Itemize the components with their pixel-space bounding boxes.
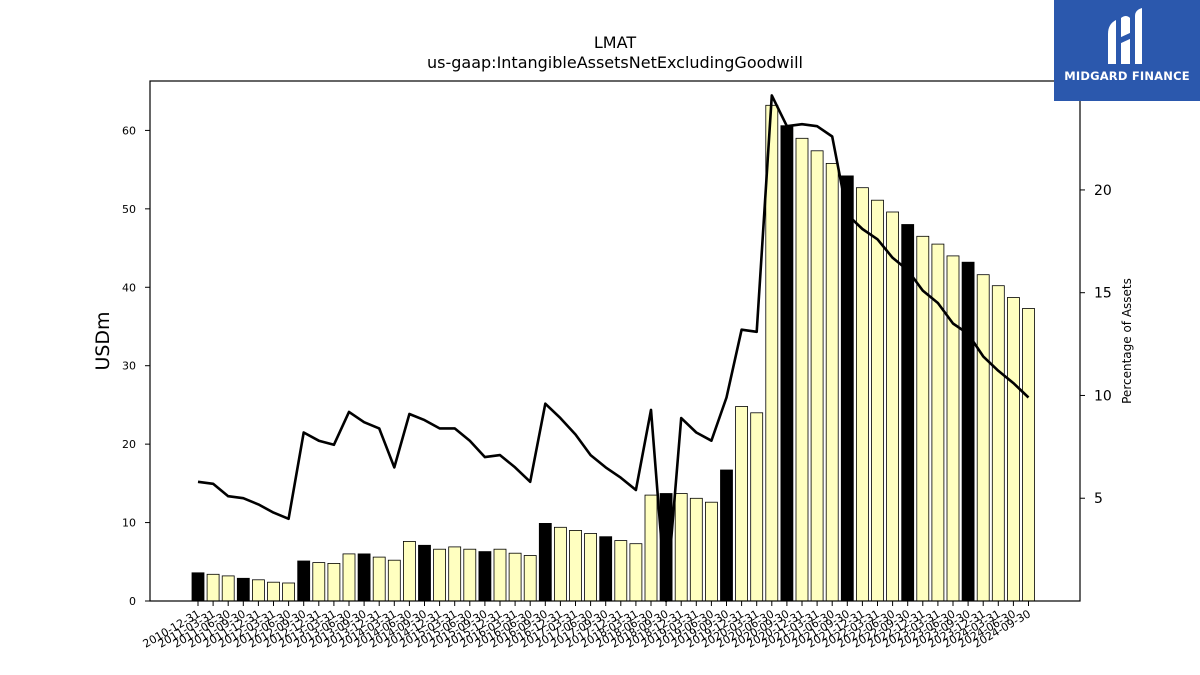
bar — [221, 575, 235, 602]
bar — [402, 541, 416, 602]
bar — [448, 546, 462, 602]
bar — [614, 540, 628, 602]
bar — [901, 224, 915, 602]
bar — [991, 285, 1005, 602]
bar — [357, 553, 371, 602]
bar — [689, 497, 703, 602]
chart-subtitle: us-gaap:IntangibleAssetsNetExcludingGood… — [427, 53, 803, 72]
line-series — [197, 94, 1030, 603]
y-tick-label: 30 — [122, 360, 136, 373]
logo-text: MIDGARD FINANCE — [1064, 69, 1190, 83]
bar — [735, 406, 748, 602]
chart-title: LMAT — [594, 33, 636, 52]
y-tick-label: 10 — [122, 517, 136, 530]
bar — [493, 548, 507, 602]
bar — [478, 551, 492, 602]
bar — [206, 573, 220, 602]
bar — [372, 556, 386, 602]
bar — [750, 412, 764, 602]
bar — [312, 562, 326, 602]
y2-tick-label: 5 — [1094, 491, 1103, 507]
bar — [236, 577, 250, 602]
bar — [1007, 297, 1020, 602]
bar — [1022, 308, 1035, 602]
bar — [251, 579, 265, 602]
bar — [599, 536, 613, 602]
bar — [418, 544, 431, 602]
y2-tick-label: 20 — [1094, 183, 1112, 199]
bar — [976, 274, 990, 602]
bar — [946, 255, 960, 602]
bar — [508, 552, 522, 602]
bar — [871, 199, 884, 602]
bar — [931, 243, 945, 602]
brand-logo: MIDGARD FINANCE — [1054, 0, 1200, 101]
bar — [538, 523, 552, 602]
y-axis: 0 10 20 30 40 50 60 — [122, 124, 150, 608]
bar — [705, 501, 718, 602]
bar — [856, 187, 869, 602]
y2-tick-label: 10 — [1094, 388, 1112, 404]
y-axis-label: USDm — [92, 311, 114, 370]
bar — [825, 162, 839, 602]
bar-series — [191, 104, 1035, 602]
bar — [840, 175, 854, 602]
bar — [629, 543, 643, 602]
y2-axis: 510152025 — [1080, 80, 1112, 507]
x-axis: 2010-12-312011-03-312011-06-302011-09-30… — [141, 601, 1033, 651]
bar — [463, 548, 477, 602]
bar — [720, 469, 733, 602]
bar — [886, 211, 899, 602]
y-tick-label: 20 — [122, 438, 136, 451]
bar — [674, 493, 688, 602]
bar — [810, 150, 824, 602]
bar — [327, 563, 341, 602]
y-tick-label: 60 — [122, 124, 136, 137]
bar — [644, 494, 658, 602]
bar — [584, 533, 597, 602]
percentage-line — [197, 94, 1030, 603]
plot-frame — [149, 80, 1081, 602]
bar — [297, 560, 311, 602]
bar — [267, 581, 280, 602]
midgard-logo-icon — [1108, 8, 1142, 64]
bar — [342, 553, 356, 602]
bar — [961, 261, 975, 602]
bar — [433, 548, 447, 602]
y2-axis-label: Percentage of Assets — [1120, 278, 1134, 404]
bar — [780, 125, 794, 602]
bar — [387, 559, 401, 602]
bar — [523, 555, 537, 602]
bar — [282, 582, 296, 602]
y-tick-label: 40 — [122, 281, 136, 294]
y-tick-label: 50 — [122, 203, 136, 216]
bar — [554, 526, 567, 602]
bar — [569, 530, 582, 602]
y2-tick-label: 15 — [1094, 286, 1112, 302]
y-tick-label: 0 — [129, 595, 136, 608]
bar — [191, 572, 205, 602]
bar — [795, 137, 809, 602]
